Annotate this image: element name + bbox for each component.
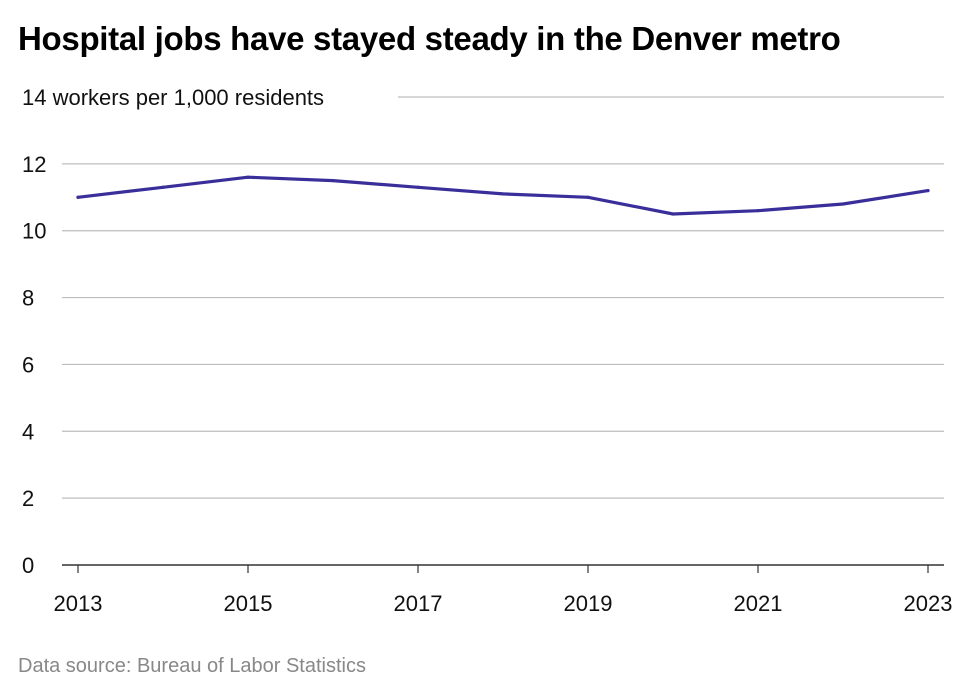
series-line (76, 175, 930, 216)
x-tick-label: 2013 (54, 591, 103, 616)
x-tick-label: 2015 (224, 591, 273, 616)
data-point (501, 192, 505, 196)
data-point (416, 185, 420, 189)
y-tick-label: 6 (22, 352, 34, 377)
data-point (76, 195, 80, 199)
y-tick-label: 0 (22, 553, 34, 578)
data-point (756, 209, 760, 213)
x-tick-label: 2023 (904, 591, 953, 616)
data-source-note: Data source: Bureau of Labor Statistics (18, 655, 366, 677)
y-tick-label: 2 (22, 486, 34, 511)
data-point (246, 175, 250, 179)
y-tick-label: 4 (22, 419, 34, 444)
data-series (76, 175, 930, 216)
data-point (841, 202, 845, 206)
y-tick-label: 12 (22, 152, 46, 177)
y-tick-label: 8 (22, 286, 34, 311)
data-point (586, 195, 590, 199)
x-tick-label: 2017 (394, 591, 443, 616)
gridlines (62, 96, 944, 566)
data-point (331, 178, 335, 183)
x-tick-label: 2021 (734, 591, 783, 616)
x-axis: 2013 2015 2017 2019 2021 2023 (54, 565, 953, 616)
x-tick-label: 2019 (564, 591, 613, 616)
data-point (926, 189, 930, 193)
y-tick-label: 10 (22, 219, 46, 244)
data-point (671, 212, 675, 216)
y-axis-ticks: 0 2 4 6 8 10 12 14 workers per 1,000 residents (22, 85, 324, 578)
chart-title: Hospital jobs have stayed steady in the … (18, 20, 841, 57)
data-point (161, 185, 165, 189)
y-tick-label-with-unit: 14 workers per 1,000 residents (22, 85, 324, 110)
